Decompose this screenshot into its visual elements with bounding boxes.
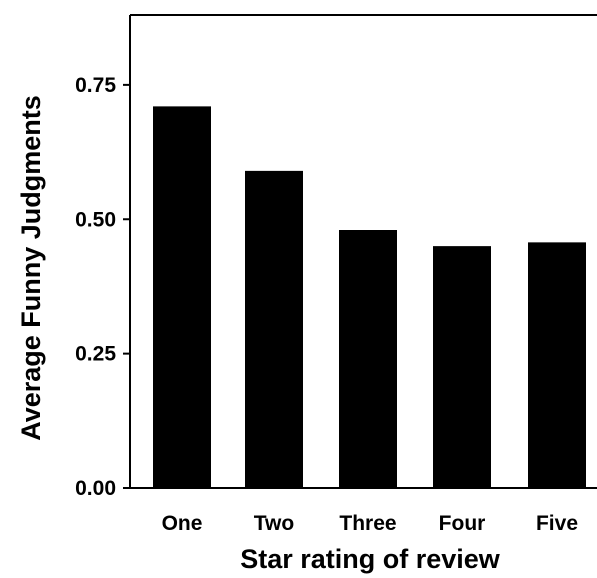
x-axis-ticks: One Two Three Four Five: [162, 512, 578, 535]
bar-three: [339, 230, 397, 488]
x-tick-label: Three: [339, 512, 396, 535]
bar-four: [433, 246, 491, 488]
bars-group: [153, 106, 586, 488]
y-axis-ticks: 0.00 0.25 0.50 0.75: [75, 74, 130, 500]
bar-one: [153, 106, 211, 488]
y-tick-label: 0.75: [75, 74, 116, 97]
x-tick-label: Four: [439, 512, 486, 535]
y-axis-title: Average Funny Judgments: [16, 95, 46, 441]
x-tick-label: One: [162, 512, 203, 535]
x-axis-title: Star rating of review: [240, 544, 501, 574]
y-tick-label: 0.00: [75, 477, 116, 500]
y-tick-label: 0.50: [75, 208, 116, 231]
bar-five: [528, 242, 586, 488]
x-tick-label: Five: [536, 512, 578, 535]
bar-two: [245, 170, 303, 488]
x-tick-label: Two: [254, 512, 294, 535]
y-tick-label: 0.25: [75, 343, 116, 366]
